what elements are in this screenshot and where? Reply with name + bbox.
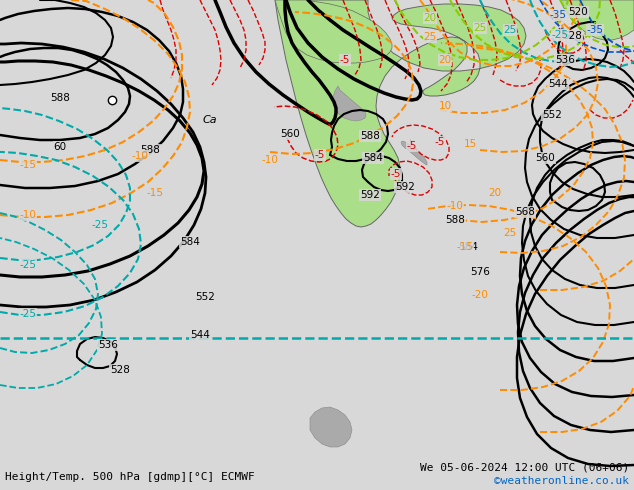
Polygon shape bbox=[333, 86, 366, 121]
Text: 544: 544 bbox=[190, 330, 210, 340]
Text: 584: 584 bbox=[458, 242, 478, 252]
Text: 552: 552 bbox=[195, 292, 215, 302]
Text: 592: 592 bbox=[360, 190, 380, 200]
Polygon shape bbox=[275, 0, 392, 63]
Text: 20: 20 bbox=[439, 55, 451, 65]
Text: -15: -15 bbox=[456, 242, 474, 252]
Text: -10: -10 bbox=[446, 201, 463, 211]
Text: -35: -35 bbox=[550, 10, 567, 20]
Text: 588: 588 bbox=[360, 131, 380, 141]
Polygon shape bbox=[560, 0, 634, 40]
Text: Ca: Ca bbox=[203, 115, 217, 125]
Text: 25: 25 bbox=[503, 228, 517, 238]
Text: -5: -5 bbox=[407, 141, 417, 151]
Text: 60: 60 bbox=[53, 142, 67, 152]
Text: 588: 588 bbox=[445, 215, 465, 225]
Text: 536: 536 bbox=[98, 340, 118, 350]
Text: 560: 560 bbox=[535, 153, 555, 163]
Text: 528: 528 bbox=[110, 365, 130, 375]
Text: 588: 588 bbox=[50, 93, 70, 103]
Text: -25: -25 bbox=[20, 309, 37, 319]
Text: 20: 20 bbox=[488, 188, 501, 198]
Text: 25: 25 bbox=[503, 25, 517, 35]
Text: 528: 528 bbox=[562, 31, 582, 41]
Text: We 05-06-2024 12:00 UTC (06+06): We 05-06-2024 12:00 UTC (06+06) bbox=[420, 462, 629, 472]
Text: 552: 552 bbox=[542, 110, 562, 120]
Text: -5: -5 bbox=[340, 55, 350, 65]
Text: -5: -5 bbox=[391, 169, 401, 179]
Text: 592: 592 bbox=[395, 182, 415, 192]
Text: 576: 576 bbox=[470, 267, 490, 277]
Text: 25: 25 bbox=[424, 32, 437, 42]
Text: 20: 20 bbox=[424, 13, 437, 23]
Text: -15: -15 bbox=[20, 160, 37, 170]
Polygon shape bbox=[401, 141, 427, 165]
Text: 588: 588 bbox=[140, 145, 160, 155]
Text: 584: 584 bbox=[363, 153, 383, 163]
Text: 520: 520 bbox=[568, 7, 588, 17]
Text: 25: 25 bbox=[474, 23, 487, 33]
Text: -10: -10 bbox=[132, 151, 148, 161]
Text: 544: 544 bbox=[548, 79, 568, 89]
Text: 568: 568 bbox=[515, 207, 535, 217]
Text: -25: -25 bbox=[20, 260, 37, 270]
Text: 10: 10 bbox=[439, 101, 451, 111]
Polygon shape bbox=[310, 407, 352, 447]
Text: Height/Temp. 500 hPa [gdmp][°C] ECMWF: Height/Temp. 500 hPa [gdmp][°C] ECMWF bbox=[5, 472, 255, 482]
Text: -35: -35 bbox=[586, 25, 604, 35]
Polygon shape bbox=[275, 0, 526, 227]
Text: -10: -10 bbox=[262, 155, 278, 165]
Text: -10: -10 bbox=[20, 210, 36, 220]
Text: ©weatheronline.co.uk: ©weatheronline.co.uk bbox=[494, 476, 629, 486]
Text: 536: 536 bbox=[555, 55, 575, 65]
Text: -5: -5 bbox=[315, 150, 325, 160]
Text: 15: 15 bbox=[463, 139, 477, 149]
Text: -25: -25 bbox=[91, 220, 108, 230]
Text: 584: 584 bbox=[180, 237, 200, 247]
Text: -25: -25 bbox=[552, 30, 569, 40]
Text: 560: 560 bbox=[280, 129, 300, 139]
Text: -5: -5 bbox=[435, 137, 445, 147]
Text: -15: -15 bbox=[146, 188, 164, 198]
Text: -20: -20 bbox=[472, 290, 488, 300]
